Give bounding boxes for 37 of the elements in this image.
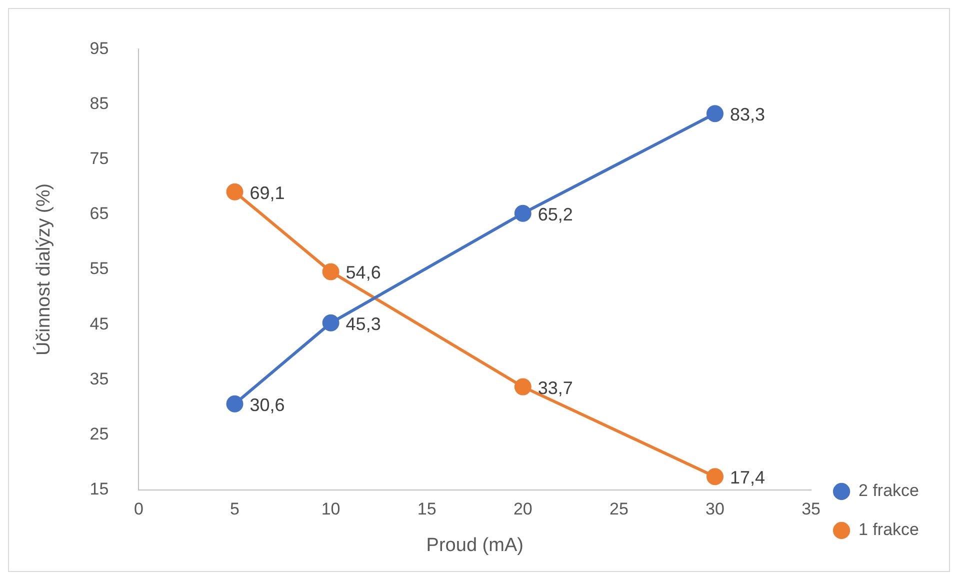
x-tick-label: 10 bbox=[321, 500, 340, 519]
point bbox=[226, 395, 244, 412]
data-label: 69,1 bbox=[250, 182, 285, 203]
point bbox=[226, 183, 244, 200]
data-label: 65,2 bbox=[538, 204, 573, 224]
x-tick-label: 20 bbox=[513, 500, 532, 519]
data-label: 17,4 bbox=[730, 468, 766, 488]
y-axis-title: Účinnost dialýzy (%) bbox=[32, 183, 55, 356]
y-tick-label: 95 bbox=[90, 38, 109, 58]
y-tick-label: 25 bbox=[90, 424, 109, 444]
data-label: 45,3 bbox=[346, 314, 381, 334]
legend-label: 2 frakce bbox=[858, 481, 920, 500]
point bbox=[322, 263, 340, 280]
data-label: 54,6 bbox=[346, 262, 381, 283]
x-tick-label: 5 bbox=[230, 500, 240, 519]
x-tick-label: 25 bbox=[609, 500, 628, 519]
y-tick-label: 45 bbox=[90, 314, 109, 334]
point bbox=[706, 105, 724, 122]
y-tick-label: 55 bbox=[90, 259, 109, 278]
point bbox=[514, 204, 532, 222]
point bbox=[322, 314, 340, 332]
y-tick-label: 85 bbox=[90, 94, 109, 113]
x-tick-label: 35 bbox=[802, 500, 820, 519]
y-tick-label: 35 bbox=[90, 369, 109, 388]
x-axis-title: Proud (mA) bbox=[426, 534, 524, 556]
point bbox=[514, 378, 532, 396]
x-tick-label: 0 bbox=[134, 500, 144, 519]
y-tick-label: 75 bbox=[90, 149, 109, 168]
data-label: 83,3 bbox=[730, 104, 766, 125]
data-label: 30,6 bbox=[250, 394, 285, 415]
y-tick-label: 65 bbox=[90, 204, 109, 224]
point bbox=[706, 468, 724, 486]
x-tick-label: 30 bbox=[706, 500, 724, 519]
x-tick-label: 15 bbox=[417, 500, 436, 519]
legend-label: 1 frakce bbox=[858, 520, 920, 540]
y-tick-label: 15 bbox=[90, 479, 109, 498]
data-label: 33,7 bbox=[538, 378, 573, 398]
